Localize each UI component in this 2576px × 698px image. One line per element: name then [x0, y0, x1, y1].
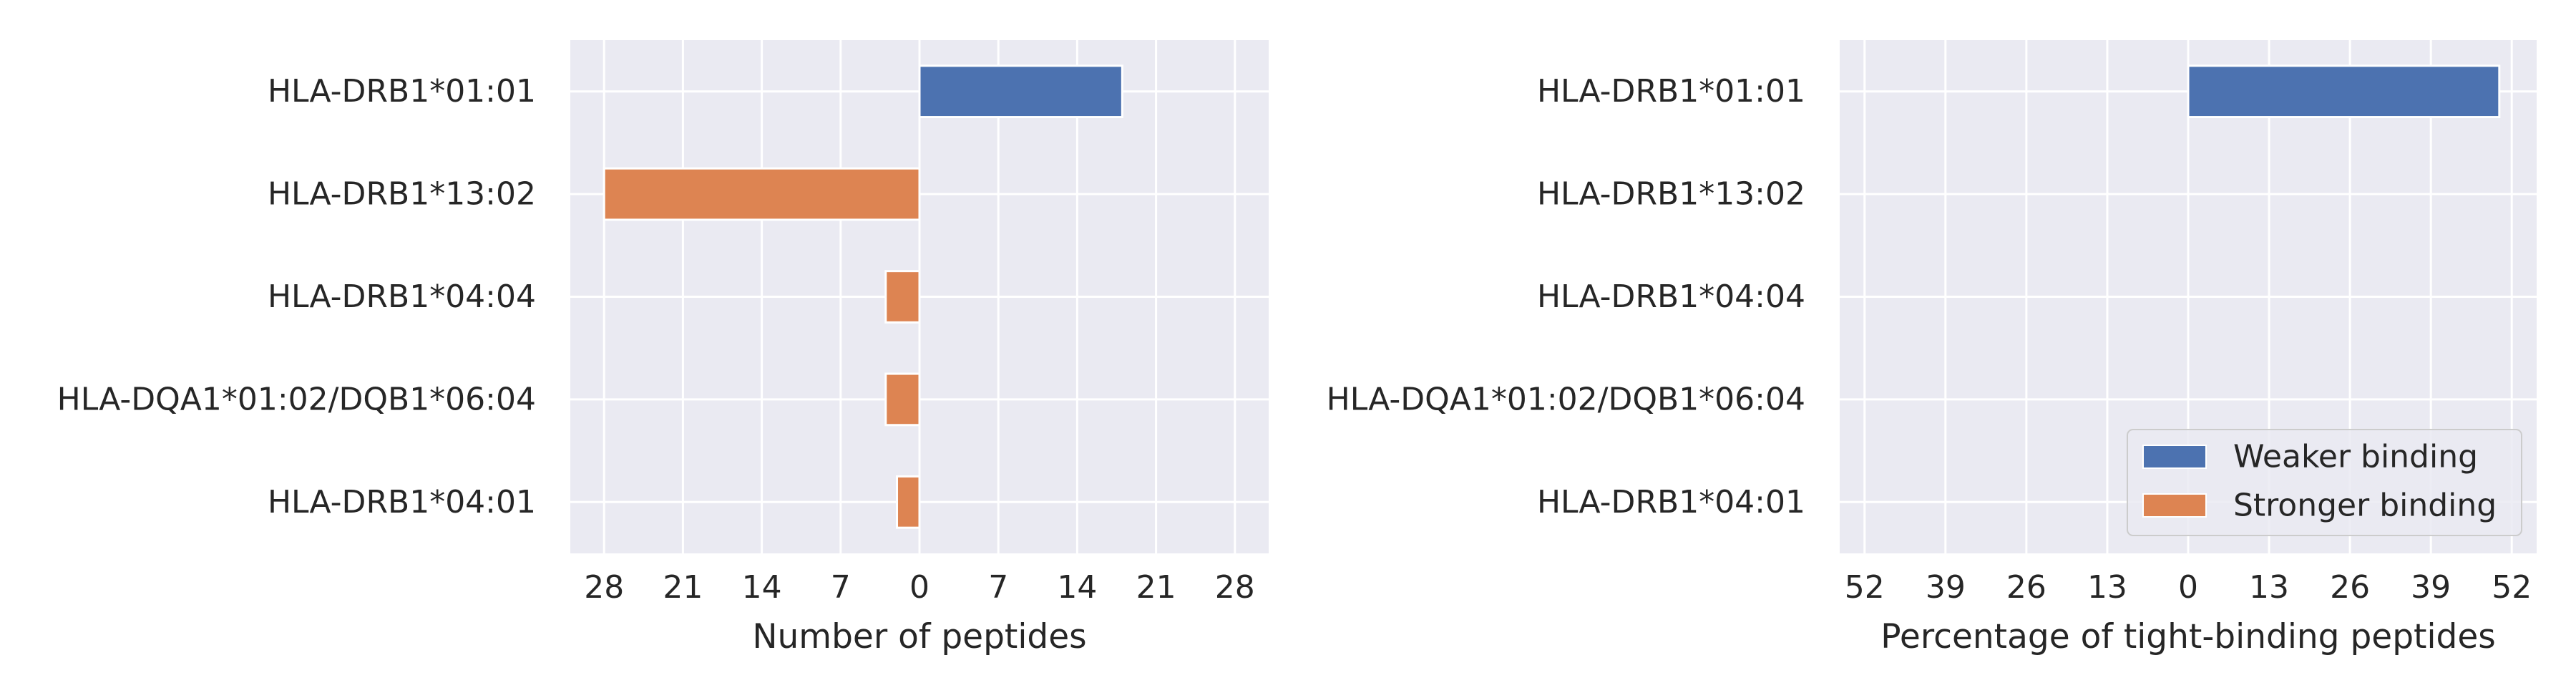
x-tick-label: 39 [2411, 569, 2451, 606]
x-tick-label: 14 [742, 569, 782, 606]
x-tick-label: 26 [2006, 569, 2046, 606]
legend-box [2127, 429, 2522, 536]
y-tick-label: HLA-DRB1*13:02 [1537, 176, 1805, 213]
x-tick-label: 52 [1845, 569, 1885, 606]
legend-swatch [2142, 493, 2207, 518]
bar-stronger-binding [896, 475, 921, 529]
x-tick-label: 28 [1215, 569, 1255, 606]
legend: Weaker binding Stronger binding [2127, 429, 2522, 536]
y-tick-label: HLA-DRB1*04:04 [268, 278, 536, 315]
x-tick-label: 14 [1057, 569, 1097, 606]
x-tick-label: 7 [831, 569, 851, 606]
x-tick-label: 26 [2330, 569, 2370, 606]
y-tick-label: HLA-DRB1*04:04 [1537, 278, 1805, 315]
x-axis-label: Percentage of tight-binding peptides [1880, 617, 2496, 656]
bar-stronger-binding [884, 372, 921, 427]
bar-stronger-binding [602, 167, 921, 221]
x-tick-label: 13 [2249, 569, 2289, 606]
legend-swatch [2142, 445, 2207, 469]
legend-label: Weaker binding [2233, 439, 2478, 475]
x-tick-label: 28 [584, 569, 624, 606]
x-tick-label: 39 [1926, 569, 1966, 606]
x-tick-label: 13 [2087, 569, 2127, 606]
x-tick-label: 21 [663, 569, 703, 606]
y-tick-label: HLA-DRB1*01:01 [1537, 73, 1805, 110]
x-tick-label: 0 [909, 569, 930, 606]
right-panel-percentage-tight-binding: HLA-DRB1*01:01 HLA-DRB1*13:02 HLA-DRB1*04:… [1327, 40, 2537, 656]
bar-weaker-binding [2187, 64, 2501, 119]
y-tick-label: HLA-DQA1*01:02/DQB1*06:04 [57, 381, 536, 417]
y-tick-label: HLA-DRB1*13:02 [268, 176, 536, 213]
y-tick-label: HLA-DRB1*04:01 [1537, 484, 1805, 520]
left-panel-number-of-peptides: HLA-DRB1*01:01 HLA-DRB1*13:02 HLA-DRB1*04:… [57, 40, 1269, 656]
bar-stronger-binding [884, 270, 921, 324]
x-axis-label: Number of peptides [752, 617, 1086, 656]
x-tick-label: 21 [1136, 569, 1176, 606]
y-tick-label: HLA-DRB1*01:01 [268, 73, 536, 110]
x-tick-label: 52 [2492, 569, 2532, 606]
x-tick-label: 7 [988, 569, 1008, 606]
legend-label: Stronger binding [2233, 488, 2497, 524]
bar-weaker-binding [918, 64, 1123, 119]
y-tick-label: HLA-DRB1*04:01 [268, 484, 536, 520]
y-tick-label: HLA-DQA1*01:02/DQB1*06:04 [1327, 381, 1805, 417]
x-tick-label: 0 [2178, 569, 2198, 606]
